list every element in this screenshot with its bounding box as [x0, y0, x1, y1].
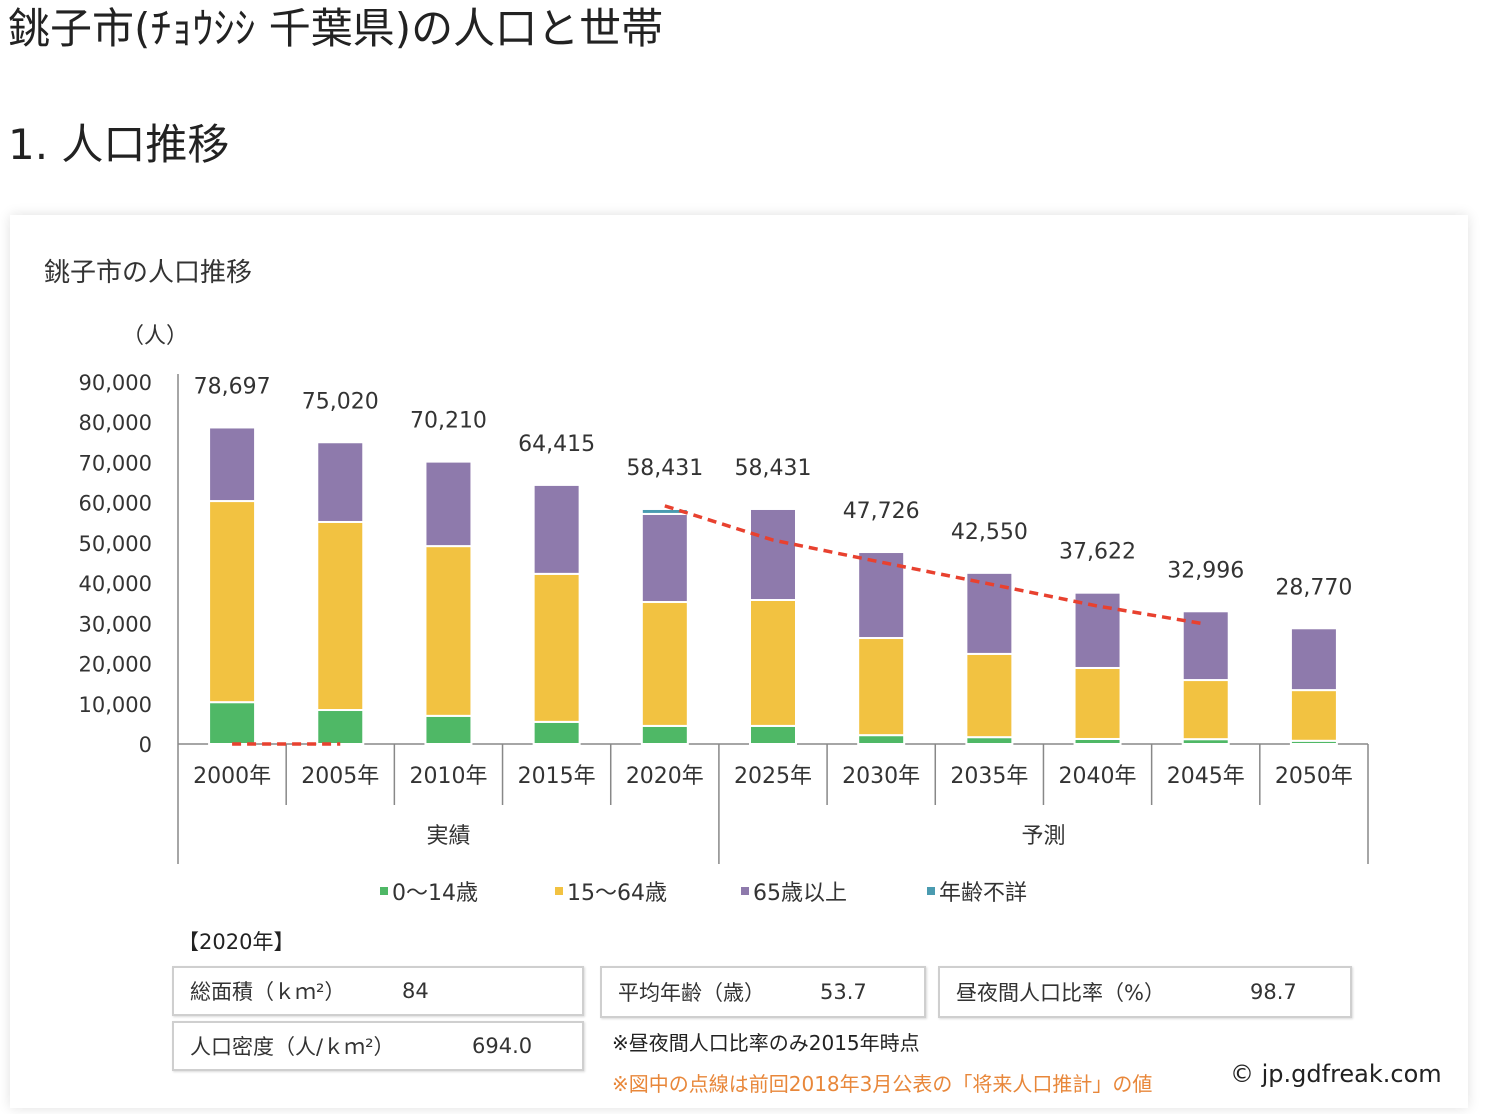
- stat-age-label: 平均年齢（歳）: [618, 981, 765, 1005]
- stat-density: 人口密度（人/ｋｍ²） 694.0: [172, 1021, 584, 1071]
- y-tick-label: 80,000: [79, 411, 152, 435]
- bar-segment-65歳以上: [640, 512, 689, 604]
- x-tick-label: 2015年: [518, 764, 596, 789]
- bar-segment-65歳以上: [965, 571, 1014, 655]
- total-label: 58,431: [626, 456, 703, 481]
- bar-segment-0〜14歳: [532, 720, 581, 745]
- group-label: 実績: [426, 824, 470, 849]
- section-heading: 1. 人口推移: [8, 120, 230, 169]
- x-tick-label: 2005年: [301, 764, 379, 789]
- bar-segment-65歳以上: [316, 441, 365, 523]
- bar-segment-15〜64歳: [640, 601, 689, 727]
- bar-segment-0〜14歳: [857, 734, 906, 746]
- bar-segment-65歳以上: [208, 426, 257, 503]
- y-tick-label: 70,000: [79, 451, 152, 475]
- stat-ratio-label: 昼夜間人口比率（%）: [956, 981, 1165, 1005]
- bar-segment-65歳以上: [532, 483, 581, 575]
- stats-year-label: 【2020年】: [178, 930, 295, 954]
- bar-segment-15〜64歳: [316, 520, 365, 712]
- total-label: 78,697: [194, 374, 271, 399]
- bar-segment-0〜14歳: [316, 709, 365, 745]
- x-tick-label: 2030年: [842, 764, 920, 789]
- legend-swatch: [555, 887, 563, 895]
- y-tick-label: 30,000: [79, 612, 152, 636]
- stat-area-value: 84: [402, 979, 429, 1003]
- y-tick-label: 90,000: [79, 371, 152, 395]
- bar-segment-0〜14歳: [640, 724, 689, 745]
- x-tick-label: 2040年: [1059, 764, 1137, 789]
- stat-ratio-value: 98.7: [1250, 980, 1297, 1004]
- bar-segment-15〜64歳: [749, 599, 797, 727]
- legend-label: 15〜64歳: [567, 881, 667, 906]
- total-label: 37,622: [1059, 540, 1136, 565]
- bar-segment-15〜64歳: [1289, 689, 1338, 742]
- bar-segment-15〜64歳: [532, 572, 581, 723]
- y-tick-label: 0: [139, 733, 152, 757]
- total-label: 58,431: [735, 456, 812, 481]
- stat-area: 総面積（ｋｍ²） 84: [172, 966, 584, 1016]
- stat-area-label: 総面積（ｋｍ²）: [190, 980, 346, 1004]
- total-label: 42,550: [951, 520, 1028, 545]
- bar-segment-0〜14歳: [965, 736, 1014, 746]
- bar-segment-65歳以上: [1289, 627, 1338, 692]
- legend-swatch: [380, 887, 388, 895]
- note-dashed-line: ※図中の点線は前回2018年3月公表の「将来人口推計」の値: [612, 1072, 1153, 1096]
- total-label: 28,770: [1275, 575, 1352, 600]
- x-tick-label: 2050年: [1275, 764, 1353, 789]
- bar-segment-15〜64歳: [424, 545, 473, 717]
- stat-age: 平均年齢（歳） 53.7: [600, 966, 926, 1018]
- x-tick-label: 2020年: [626, 764, 704, 789]
- y-tick-label: 60,000: [79, 492, 152, 516]
- group-label: 予測: [1021, 824, 1065, 849]
- page-title: 銚子市(ﾁｮｳｼｼ 千葉県)の人口と世帯: [8, 4, 664, 53]
- legend-label: 年齢不詳: [939, 881, 1027, 906]
- y-tick-label: 40,000: [79, 572, 152, 596]
- bar-segment-15〜64歳: [1181, 679, 1230, 741]
- copyright-link[interactable]: © jp.gdfreak.com: [1230, 1060, 1442, 1088]
- population-chart: 銚子市の人口推移 （人） 0 10,000 20,000 30,000 40,000 50,0…: [44, 258, 1369, 906]
- total-label: 70,210: [410, 409, 487, 434]
- x-tick-label: 2025年: [734, 764, 812, 789]
- bar-segment-0〜14歳: [749, 724, 797, 745]
- chart-card: 銚子市の人口推移 （人） 0 10,000 20,000 30,000 40,000 50,0…: [10, 215, 1468, 1108]
- chart-title: 銚子市の人口推移: [44, 258, 252, 288]
- total-label: 32,996: [1167, 558, 1244, 583]
- bar-segment-65歳以上: [1073, 591, 1122, 669]
- total-label: 47,726: [843, 499, 920, 524]
- note-ratio-year: ※昼夜間人口比率のみ2015年時点: [612, 1031, 920, 1055]
- legend-swatch: [927, 887, 935, 895]
- y-tick-label: 50,000: [79, 532, 152, 556]
- y-tick-label: 20,000: [79, 653, 152, 677]
- bar-segment-0〜14歳: [424, 714, 473, 746]
- previous-projection-line: [664, 504, 1207, 626]
- bar-segment-65歳以上: [857, 551, 906, 640]
- total-label: 75,020: [302, 389, 379, 414]
- bar-segment-15〜64歳: [965, 652, 1014, 739]
- legend-label: 65歳以上: [753, 881, 847, 906]
- x-tick-label: 2035年: [950, 764, 1028, 789]
- bar-segment-15〜64歳: [208, 500, 257, 704]
- legend-label: 0〜14歳: [392, 881, 478, 906]
- total-label: 64,415: [518, 432, 595, 457]
- stat-density-label: 人口密度（人/ｋｍ²）: [190, 1035, 395, 1059]
- stat-age-value: 53.7: [820, 980, 867, 1004]
- bar-segment-65歳以上: [424, 460, 473, 548]
- x-tick-label: 2045年: [1167, 764, 1245, 789]
- bar-segment-65歳以上: [1181, 610, 1230, 682]
- stat-ratio: 昼夜間人口比率（%） 98.7: [938, 966, 1352, 1018]
- bar-segment-0〜14歳: [208, 701, 257, 745]
- x-tick-label: 2000年: [193, 764, 271, 789]
- y-axis-label: （人）: [122, 324, 188, 349]
- bar-segment-15〜64歳: [1073, 666, 1122, 740]
- bar-segment-65歳以上: [749, 507, 797, 602]
- y-tick-label: 10,000: [79, 693, 152, 717]
- bar-segment-15〜64歳: [857, 637, 906, 737]
- x-tick-label: 2010年: [409, 764, 487, 789]
- stat-density-value: 694.0: [472, 1034, 533, 1058]
- legend-swatch: [741, 887, 749, 895]
